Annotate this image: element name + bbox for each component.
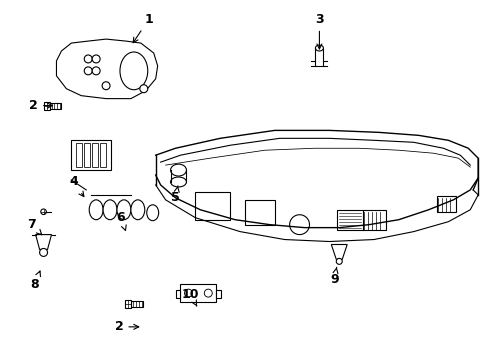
Circle shape (92, 55, 100, 63)
Bar (361, 210, 385, 230)
Circle shape (102, 82, 110, 90)
Circle shape (92, 67, 100, 75)
Bar (337, 210, 362, 230)
Circle shape (84, 55, 92, 63)
Bar (175, 290, 180, 298)
Circle shape (184, 289, 192, 297)
Bar (315, 48, 323, 66)
Text: 6: 6 (117, 211, 126, 230)
Bar (76, 143, 82, 167)
Bar (180, 284, 216, 302)
Text: 2: 2 (29, 99, 52, 112)
Ellipse shape (170, 177, 186, 187)
Ellipse shape (131, 200, 144, 220)
Circle shape (41, 209, 46, 215)
Ellipse shape (89, 200, 103, 220)
Text: 3: 3 (314, 13, 323, 49)
Ellipse shape (117, 200, 131, 220)
Ellipse shape (315, 45, 323, 51)
Ellipse shape (146, 205, 158, 221)
Text: 9: 9 (329, 267, 338, 286)
Circle shape (84, 67, 92, 75)
Circle shape (140, 85, 147, 93)
Bar (71, 140, 111, 170)
Bar (436, 196, 455, 212)
Text: 8: 8 (30, 271, 41, 291)
Bar (216, 290, 221, 298)
Bar (100, 143, 106, 167)
Bar (124, 300, 131, 308)
Ellipse shape (40, 248, 47, 256)
Bar (131, 301, 142, 307)
Ellipse shape (103, 200, 117, 220)
Bar (92, 143, 98, 167)
Bar (195, 192, 230, 220)
Bar (43, 102, 49, 109)
Bar (84, 143, 90, 167)
Circle shape (204, 289, 212, 297)
Bar (244, 200, 274, 225)
Polygon shape (331, 244, 346, 260)
Ellipse shape (170, 164, 186, 176)
Ellipse shape (120, 52, 147, 90)
Text: 2: 2 (114, 320, 139, 333)
PathPatch shape (56, 39, 157, 99)
Ellipse shape (336, 258, 342, 264)
Text: 7: 7 (27, 218, 41, 235)
Text: 5: 5 (171, 186, 180, 204)
Text: 10: 10 (182, 288, 199, 306)
Text: 1: 1 (133, 13, 153, 43)
Text: 4: 4 (69, 175, 84, 197)
Bar (49, 103, 61, 109)
Circle shape (289, 215, 309, 235)
Polygon shape (36, 235, 51, 249)
